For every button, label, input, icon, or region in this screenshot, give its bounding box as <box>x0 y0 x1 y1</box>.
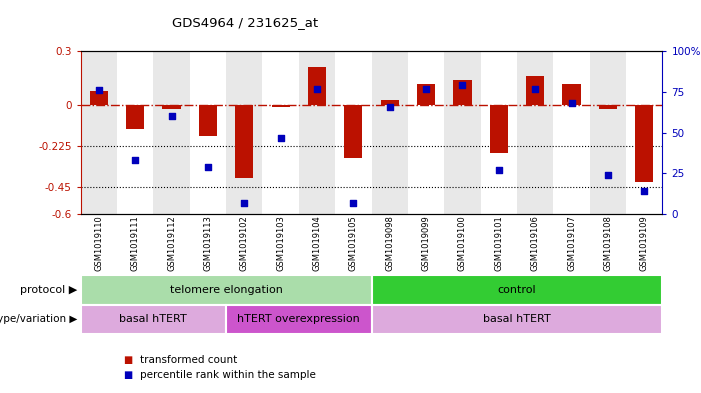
Point <box>457 82 468 88</box>
Point <box>166 113 177 119</box>
Bar <box>372 51 408 214</box>
Text: ■: ■ <box>123 354 132 365</box>
Text: GDS4964 / 231625_at: GDS4964 / 231625_at <box>172 16 318 29</box>
Bar <box>526 77 544 105</box>
Text: transformed count: transformed count <box>140 354 238 365</box>
Point <box>93 87 104 94</box>
Bar <box>81 51 117 214</box>
Bar <box>154 51 190 214</box>
Point <box>421 85 432 92</box>
Text: genotype/variation ▶: genotype/variation ▶ <box>0 314 77 324</box>
Bar <box>372 305 662 334</box>
Bar <box>344 105 362 158</box>
Bar <box>517 51 553 214</box>
Bar <box>226 51 262 214</box>
Point <box>529 85 540 92</box>
Point <box>348 200 359 206</box>
Bar <box>117 51 154 214</box>
Bar <box>408 51 444 214</box>
Bar <box>490 105 508 152</box>
Bar <box>381 100 399 105</box>
Bar <box>81 305 226 334</box>
Bar <box>372 275 662 305</box>
Bar <box>481 51 517 214</box>
Bar <box>553 51 590 214</box>
Point <box>203 164 214 170</box>
Text: protocol ▶: protocol ▶ <box>20 285 77 295</box>
Bar <box>417 84 435 105</box>
Bar <box>190 51 226 214</box>
Bar <box>599 105 617 109</box>
Bar <box>635 105 653 182</box>
Bar <box>308 67 326 105</box>
Bar <box>235 105 253 178</box>
Bar <box>262 51 299 214</box>
Bar <box>626 51 662 214</box>
Text: ■: ■ <box>123 370 132 380</box>
Point <box>384 103 395 110</box>
Text: percentile rank within the sample: percentile rank within the sample <box>140 370 316 380</box>
Bar <box>126 105 144 129</box>
Text: control: control <box>498 285 536 295</box>
Point <box>130 157 141 163</box>
Bar <box>226 305 372 334</box>
Bar <box>90 91 108 105</box>
Text: telomere elongation: telomere elongation <box>170 285 283 295</box>
Text: basal hTERT: basal hTERT <box>119 314 187 324</box>
Bar <box>335 51 372 214</box>
Bar <box>199 105 217 136</box>
Point <box>602 172 613 178</box>
Text: basal hTERT: basal hTERT <box>483 314 551 324</box>
Point <box>566 100 577 107</box>
Point <box>311 85 322 92</box>
Text: hTERT overexpression: hTERT overexpression <box>238 314 360 324</box>
Bar <box>81 275 372 305</box>
Bar <box>444 51 481 214</box>
Bar <box>590 51 626 214</box>
Point <box>494 167 505 173</box>
Bar <box>299 51 335 214</box>
Point <box>639 188 650 195</box>
Point <box>275 134 286 141</box>
Bar <box>454 80 472 105</box>
Point <box>238 200 250 206</box>
Bar <box>163 105 181 109</box>
Bar <box>271 105 290 107</box>
Bar <box>562 84 580 105</box>
